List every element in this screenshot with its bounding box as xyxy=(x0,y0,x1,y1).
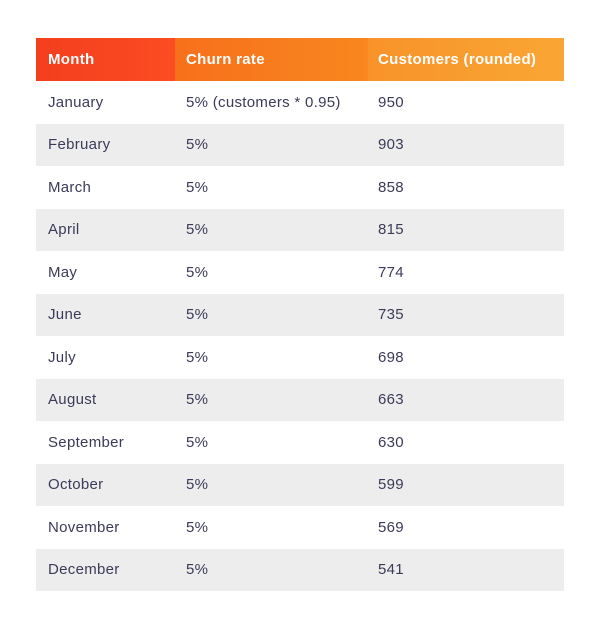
customers-cell: 774 xyxy=(378,263,404,281)
table-row: March 5% 858 xyxy=(36,166,564,209)
month-cell: October xyxy=(48,476,104,494)
churn-cell: 5% xyxy=(186,561,209,579)
customers-cell: 903 xyxy=(378,136,404,154)
churn-cell: 5% xyxy=(186,136,209,154)
month-cell: December xyxy=(48,561,120,579)
month-cell: June xyxy=(48,306,82,324)
churn-cell: 5% xyxy=(186,518,209,536)
month-cell: April xyxy=(48,221,80,239)
table-row: November 5% 569 xyxy=(36,506,564,549)
churn-cell: 5% xyxy=(186,263,209,281)
churn-cell: 5% xyxy=(186,391,209,409)
churn-cell: 5% xyxy=(186,178,209,196)
table-row: June 5% 735 xyxy=(36,293,564,336)
customers-cell: 735 xyxy=(378,306,404,324)
table-row: October 5% 599 xyxy=(36,463,564,506)
churn-cell: 5% xyxy=(186,306,209,324)
table-row: September 5% 630 xyxy=(36,421,564,464)
header-churn-rate: Churn rate xyxy=(175,38,368,81)
customers-cell: 858 xyxy=(378,178,404,196)
month-cell: May xyxy=(48,263,78,281)
header-month: Month xyxy=(36,38,175,81)
customers-cell: 569 xyxy=(378,518,404,536)
month-cell: August xyxy=(48,391,97,409)
customers-cell: 541 xyxy=(378,561,404,579)
table-row: February 5% 903 xyxy=(36,123,564,166)
churn-cell: 5% xyxy=(186,433,209,451)
table-row: May 5% 774 xyxy=(36,251,564,294)
month-cell: January xyxy=(48,93,104,111)
table-header: Month Churn rate Customers (rounded) xyxy=(36,38,564,81)
churn-cell: 5% xyxy=(186,348,209,366)
table-row: August 5% 663 xyxy=(36,378,564,421)
header-customers: Customers (rounded) xyxy=(368,38,564,81)
month-cell: September xyxy=(48,433,125,451)
table-row: July 5% 698 xyxy=(36,336,564,379)
churn-cell: 5% (customers * 0.95) xyxy=(186,93,341,111)
month-cell: February xyxy=(48,136,111,154)
customers-cell: 815 xyxy=(378,221,404,239)
churn-cell: 5% xyxy=(186,476,209,494)
table-row: April 5% 815 xyxy=(36,208,564,251)
customers-cell: 698 xyxy=(378,348,404,366)
customers-cell: 599 xyxy=(378,476,404,494)
month-cell: November xyxy=(48,518,120,536)
customers-cell: 950 xyxy=(378,93,404,111)
table-row: January 5% (customers * 0.95) 950 xyxy=(36,81,564,124)
customers-cell: 630 xyxy=(378,433,404,451)
month-cell: March xyxy=(48,178,92,196)
churn-table: Month Churn rate Customers (rounded) Jan… xyxy=(36,38,564,591)
header-row: Month Churn rate Customers (rounded) xyxy=(36,38,564,81)
customers-cell: 663 xyxy=(378,391,404,409)
table-body: January 5% (customers * 0.95) 950 Februa… xyxy=(36,81,564,591)
churn-cell: 5% xyxy=(186,221,209,239)
month-cell: July xyxy=(48,348,76,366)
table-row: December 5% 541 xyxy=(36,548,564,591)
